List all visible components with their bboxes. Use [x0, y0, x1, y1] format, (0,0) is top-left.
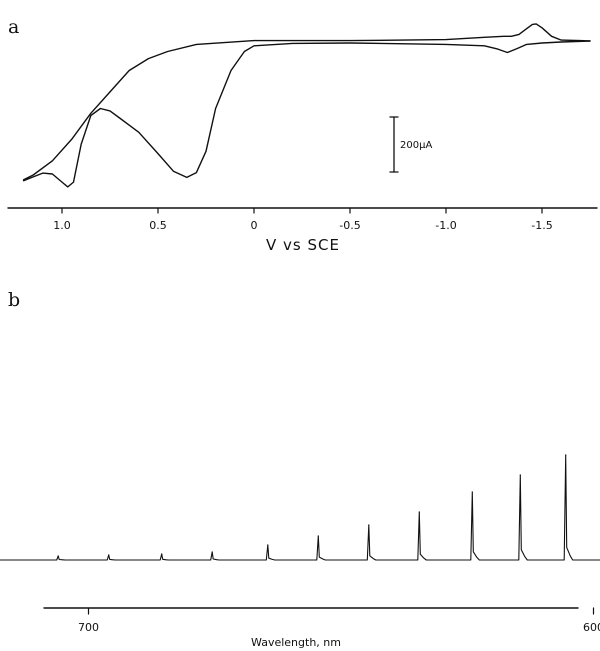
current-scale-bar: 200µA	[389, 116, 432, 173]
panel-b-tick-label: 600	[583, 621, 600, 634]
panel-a-tick-label: -0.5	[339, 219, 360, 232]
cv-curve-reverse-sweep	[22, 40, 591, 188]
panel-b: b 700600500 Wavelength, nm	[0, 289, 600, 649]
panel-a-x-axis-title: V vs SCE	[266, 236, 340, 254]
spectrum-peak	[317, 535, 319, 537]
spectrum-peak	[267, 544, 269, 546]
panel-a-x-ticks: 1.0 0.5 0 -0.5 -1.0 -1.5	[53, 207, 553, 232]
panel-b-x-axis-title: Wavelength, nm	[251, 636, 341, 649]
spectrum-peaks	[57, 454, 567, 557]
panel-a-tick-label: -1.0	[435, 219, 456, 232]
panel-b-x-axis: 700600500 Wavelength, nm	[43, 607, 600, 649]
panel-b-label: b	[8, 289, 20, 311]
spectrum-peak	[108, 554, 110, 556]
spectrum-peak	[211, 551, 213, 553]
spectrum-peak	[519, 474, 521, 476]
panel-a-tick-label: 0	[251, 219, 258, 232]
emission-spectrum-trace	[0, 454, 600, 561]
spectrum-peak	[565, 454, 567, 456]
spectrum-peak	[368, 524, 370, 526]
panel-a-tick-label: 0.5	[149, 219, 167, 232]
cv-curve-forward-sweep	[22, 23, 591, 181]
cv-curves	[22, 23, 591, 188]
scale-bar-label: 200µA	[400, 140, 432, 151]
spectrum-peak	[57, 555, 59, 557]
spectrum-peak	[418, 511, 420, 513]
panel-a-tick-label: -1.5	[531, 219, 552, 232]
panel-a: a 200µA 1.0 0.5 0 -0.5 -1.0 -1.5 V vs SCE	[7, 16, 598, 254]
spectrum-peak	[161, 553, 163, 555]
panel-b-x-ticks: 700600500	[78, 607, 600, 634]
panel-a-x-axis: 1.0 0.5 0 -0.5 -1.0 -1.5 V vs SCE	[7, 207, 598, 254]
spectrum-peak	[471, 491, 473, 493]
panel-a-label: a	[8, 16, 19, 38]
panel-b-tick-label: 700	[78, 621, 99, 634]
panel-a-tick-label: 1.0	[53, 219, 71, 232]
